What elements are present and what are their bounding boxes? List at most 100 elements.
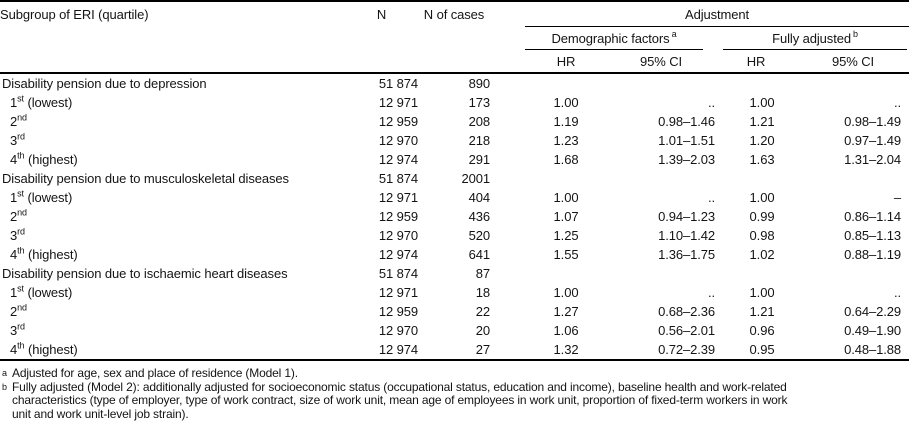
ordinal-suffix: rd: [17, 321, 25, 332]
cell-hr-demographic: 1.68: [553, 152, 579, 167]
cell-hr-demographic: 1.00: [553, 190, 579, 205]
cell-n: 12 959: [378, 209, 418, 224]
cell-hr-demographic: 1.23: [553, 133, 579, 148]
cell-n: 51 874: [378, 171, 418, 186]
cell-hr-fully: [715, 264, 797, 283]
cell-ci-fully: [797, 73, 909, 93]
spacer-cell: [490, 112, 525, 131]
ordinal-suffix: nd: [17, 112, 27, 123]
ordinal-suffix: rd: [17, 131, 25, 142]
cell-n: 12 971: [378, 190, 418, 205]
data-row: 2nd 12 959 436 1.07 0.94–1.23 0.99 0.86–1.14: [0, 207, 909, 226]
cell-ci-demographic: 1.39–2.03: [658, 152, 715, 167]
cell-n-of-cases: 20: [475, 323, 490, 338]
data-row: 3rd 12 970 20 1.06 0.56–2.01 0.96 0.49–1.90: [0, 321, 909, 340]
cell-n: 12 974: [378, 342, 418, 357]
cell-ci-fully: 0.88–1.19: [844, 247, 902, 262]
header-adjustment: Adjustment: [525, 1, 909, 27]
data-row: 4th (highest) 12 974 641 1.55 1.36–1.75 1.02 0…: [0, 245, 909, 264]
header-fully-adjusted: Fully adjusted b: [723, 28, 908, 50]
cell-ci-fully: [797, 169, 909, 188]
cell-n-of-cases: 2001: [461, 171, 490, 186]
cell-n: 12 974: [378, 152, 418, 167]
cell-n-of-cases: 641: [468, 247, 490, 262]
cell-ci-fully: [797, 264, 909, 283]
cell-hr-demographic: [525, 264, 607, 283]
cell-n-of-cases: 404: [468, 190, 490, 205]
cell-subgroup: Disability pension due to ischaemic hear…: [2, 266, 288, 281]
cell-ci-fully: ..: [894, 285, 902, 300]
cell-ci-demographic: 0.68–2.36: [658, 304, 715, 319]
cell-hr-fully: 0.98: [749, 228, 775, 243]
cell-hr-demographic: 1.27: [553, 304, 579, 319]
header-n-of-cases: N of cases: [423, 7, 485, 22]
cell-hr-demographic: [525, 169, 607, 188]
cell-hr-demographic: 1.00: [553, 95, 579, 110]
spacer-cell: [490, 188, 525, 207]
cell-ci-demographic: 1.36–1.75: [658, 247, 715, 262]
cell-ci-demographic: 1.01–1.51: [658, 133, 715, 148]
table-header: Subgroup of ERI (quartile) N N of cases …: [0, 1, 909, 74]
results-table: Subgroup of ERI (quartile) N N of cases …: [0, 0, 909, 361]
footnote-marker-a: a: [671, 29, 677, 40]
cell-n: 12 974: [378, 247, 418, 262]
data-row: 3rd 12 970 218 1.23 1.01–1.51 1.20 0.97–1.49: [0, 131, 909, 150]
data-row: 1st (lowest) 12 971 404 1.00.. 1.00 –: [0, 188, 909, 207]
cell-n-of-cases: 18: [475, 285, 490, 300]
ordinal-suffix: nd: [17, 207, 27, 218]
cell-ci-demographic: 0.98–1.46: [658, 114, 715, 129]
cell-subgroup: 3rd: [10, 226, 25, 243]
ordinal-suffix: th: [17, 150, 25, 161]
footnote-a-text: Adjusted for age, sex and place of resid…: [12, 366, 298, 380]
footnote-a-marker: a: [2, 368, 7, 378]
footnote-b-text: Fully adjusted (Model 2): additionally a…: [12, 379, 788, 421]
cell-hr-demographic: 1.32: [553, 342, 579, 357]
group-row: Disability pension due to depression 51 8…: [0, 73, 909, 93]
data-row: 2nd 12 959 208 1.19 0.98–1.46 1.21 0.98–1.49: [0, 112, 909, 131]
data-row: 3rd 12 970 520 1.25 1.10–1.42 0.98 0.85–1.13: [0, 226, 909, 245]
spacer-cell: [490, 169, 525, 188]
cell-hr-fully: 1.00: [749, 95, 775, 110]
spacer-cell: [490, 245, 525, 264]
cell-ci-fully: –: [893, 190, 902, 205]
spacer-cell: [490, 283, 525, 302]
cell-hr-fully: [715, 169, 797, 188]
cell-n-of-cases: 436: [468, 209, 490, 224]
cell-subgroup: 3rd: [10, 131, 25, 148]
cell-hr-fully: 1.21: [749, 304, 775, 319]
ordinal-suffix: st: [17, 93, 24, 104]
spacer-cell: [490, 207, 525, 226]
header-hr-fully: HR: [715, 50, 797, 74]
cell-hr-fully: 1.00: [749, 285, 775, 300]
footnote-a: a Adjusted for age, sex and place of res…: [2, 366, 907, 381]
cell-hr-demographic: 1.19: [553, 114, 579, 129]
spacer-cell: [490, 73, 525, 93]
cell-n: 51 874: [378, 76, 418, 91]
header-fully-adjusted-label: Fully adjusted: [772, 30, 851, 46]
spacer-cell: [490, 93, 525, 112]
spacer-cell: [490, 302, 525, 321]
spacer-cell: [490, 150, 525, 169]
cell-n-of-cases: 291: [468, 152, 490, 167]
data-row: 4th (highest) 12 974 27 1.32 0.72–2.39 0.95 0.…: [0, 340, 909, 360]
cell-n-of-cases: 208: [468, 114, 490, 129]
cell-n: 12 971: [378, 285, 418, 300]
data-row: 1st (lowest) 12 971 18 1.00.. 1.00..: [0, 283, 909, 302]
header-ci-fully: 95% CI: [797, 50, 909, 74]
cell-ci-fully: 0.49–1.90: [844, 323, 902, 338]
cell-subgroup: 2nd: [10, 207, 27, 224]
cell-ci-fully: 0.98–1.49: [844, 114, 902, 129]
header-ci-demographic: 95% CI: [607, 50, 715, 74]
cell-n: 12 970: [378, 133, 418, 148]
cell-n: 12 970: [378, 228, 418, 243]
header-group-fully-adjusted-cell: Fully adjusted b: [715, 27, 909, 51]
footnote-b: b Fully adjusted (Model 2): additionally…: [2, 379, 907, 422]
footnotes: a Adjusted for age, sex and place of res…: [2, 366, 907, 422]
cell-subgroup: Disability pension due to musculoskeleta…: [2, 171, 289, 186]
ordinal-suffix: st: [17, 283, 24, 294]
cell-n: 12 971: [378, 95, 418, 110]
header-demographic-factors-label: Demographic factors: [551, 30, 670, 46]
cell-ci-demographic: [607, 169, 715, 188]
ordinal-suffix: st: [17, 188, 24, 199]
header-hr-demographic: HR: [525, 50, 607, 74]
